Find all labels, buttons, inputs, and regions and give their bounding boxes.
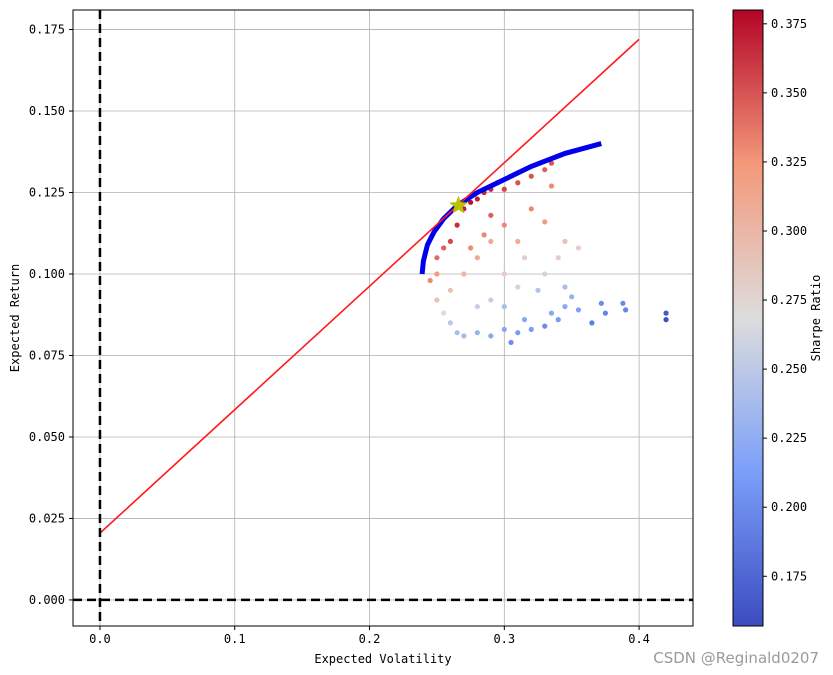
colorbar-tick-label: 0.225 <box>771 431 807 445</box>
portfolio-point <box>434 255 440 261</box>
max-sharpe-star-marker <box>449 195 468 214</box>
portfolio-point <box>454 222 460 228</box>
portfolio-point <box>542 271 548 277</box>
portfolio-point <box>447 287 453 293</box>
portfolio-point <box>542 323 548 329</box>
axis-ticks: 0.0 0.1 0.2 0.3 0.4 0.000 0.025 0.050 0.075 0.100… <box>29 23 650 646</box>
portfolio-point <box>521 317 528 323</box>
portfolio-point <box>488 212 494 218</box>
y-tick-label: 0.050 <box>29 430 65 444</box>
y-tick-label: 0.025 <box>29 511 65 525</box>
portfolio-point <box>663 310 669 316</box>
portfolio-point <box>488 238 494 245</box>
portfolio-point <box>501 326 507 333</box>
x-tick-label: 0.4 <box>628 632 650 646</box>
colorbar-tick-label: 0.350 <box>771 86 807 100</box>
portfolio-point <box>481 232 487 238</box>
portfolio-point <box>427 277 433 284</box>
portfolio-point <box>562 284 568 290</box>
x-tick-label: 0.3 <box>493 632 515 646</box>
portfolio-point <box>447 320 453 326</box>
portfolio-point <box>474 303 480 310</box>
portfolio-point <box>602 310 608 316</box>
portfolio-point <box>501 271 507 277</box>
portfolio-point <box>488 333 494 339</box>
portfolio-point <box>474 255 480 261</box>
y-tick-label: 0.100 <box>29 267 65 281</box>
portfolio-point <box>501 222 507 228</box>
efficient-frontier-line <box>419 141 602 275</box>
portfolio-point <box>542 219 548 225</box>
portfolio-point <box>515 238 521 245</box>
portfolio-point <box>434 271 440 277</box>
portfolio-point <box>555 255 561 261</box>
portfolio-point <box>474 330 480 336</box>
portfolio-point <box>575 307 582 313</box>
portfolio-point <box>441 310 447 316</box>
portfolio-point <box>548 160 555 166</box>
portfolio-point <box>589 320 595 326</box>
portfolio-point <box>555 317 561 323</box>
portfolio-point <box>515 180 521 186</box>
portfolio-point <box>528 326 534 333</box>
portfolio-point <box>663 317 669 323</box>
y-tick-label: 0.175 <box>29 23 65 37</box>
x-tick-label: 0.2 <box>359 632 381 646</box>
portfolio-point <box>562 303 568 310</box>
colorbar-tick-label: 0.200 <box>771 500 807 514</box>
portfolio-point <box>447 238 453 245</box>
x-axis-label: Expected Volatility <box>314 652 451 666</box>
portfolio-point <box>598 300 604 306</box>
colorbar-gradient <box>732 9 764 627</box>
portfolio-point <box>620 300 626 306</box>
portfolio-point <box>508 339 514 346</box>
portfolio-point <box>528 173 534 179</box>
x-tick-label: 0.0 <box>89 632 111 646</box>
portfolio-point <box>441 245 447 251</box>
colorbar-tick-label: 0.175 <box>771 569 807 583</box>
y-tick-label: 0.125 <box>29 186 65 200</box>
colorbar-tick-label: 0.250 <box>771 362 807 376</box>
portfolio-point <box>528 206 534 212</box>
portfolio-point <box>501 303 507 310</box>
portfolio-point <box>535 287 541 293</box>
portfolio-point <box>562 238 568 245</box>
y-tick-label: 0.075 <box>29 348 65 362</box>
portfolio-point <box>521 255 528 261</box>
portfolio-point <box>542 167 548 173</box>
portfolio-point <box>623 307 629 313</box>
y-tick-label: 0.150 <box>29 104 65 118</box>
x-tick-label: 0.1 <box>224 632 246 646</box>
portfolio-point <box>515 330 521 336</box>
colorbar: 0.175 0.200 0.225 0.250 0.275 0.300 0.325 0.350… <box>732 9 807 627</box>
colorbar-tick-label: 0.275 <box>771 293 807 307</box>
portfolio-point <box>515 284 521 290</box>
colorbar-tick-label: 0.300 <box>771 224 807 238</box>
colorbar-tick-label: 0.375 <box>771 17 807 31</box>
portfolio-point <box>461 333 467 339</box>
plot-frame <box>72 9 694 627</box>
portfolio-point <box>474 196 480 202</box>
portfolio-point <box>548 183 555 189</box>
portfolio-point <box>468 199 474 205</box>
portfolio-point <box>454 330 460 336</box>
y-axis-label: Expected Return <box>8 264 22 372</box>
portfolio-point <box>468 245 474 251</box>
y-tick-label: 0.000 <box>29 593 65 607</box>
portfolio-point <box>548 310 555 316</box>
portfolio-point <box>569 294 575 300</box>
portfolio-point <box>575 245 582 251</box>
portfolio-point <box>501 186 507 192</box>
grid-lines <box>73 10 693 626</box>
colorbar-tick-label: 0.325 <box>771 155 807 169</box>
portfolio-point <box>434 297 440 303</box>
portfolio-point <box>461 271 467 277</box>
capital-market-line <box>99 38 640 534</box>
plot-area <box>73 10 693 626</box>
watermark: CSDN @Reginald0207 <box>653 649 819 667</box>
portfolio-point <box>488 297 494 303</box>
colorbar-label: Sharpe Ratio <box>809 275 823 362</box>
